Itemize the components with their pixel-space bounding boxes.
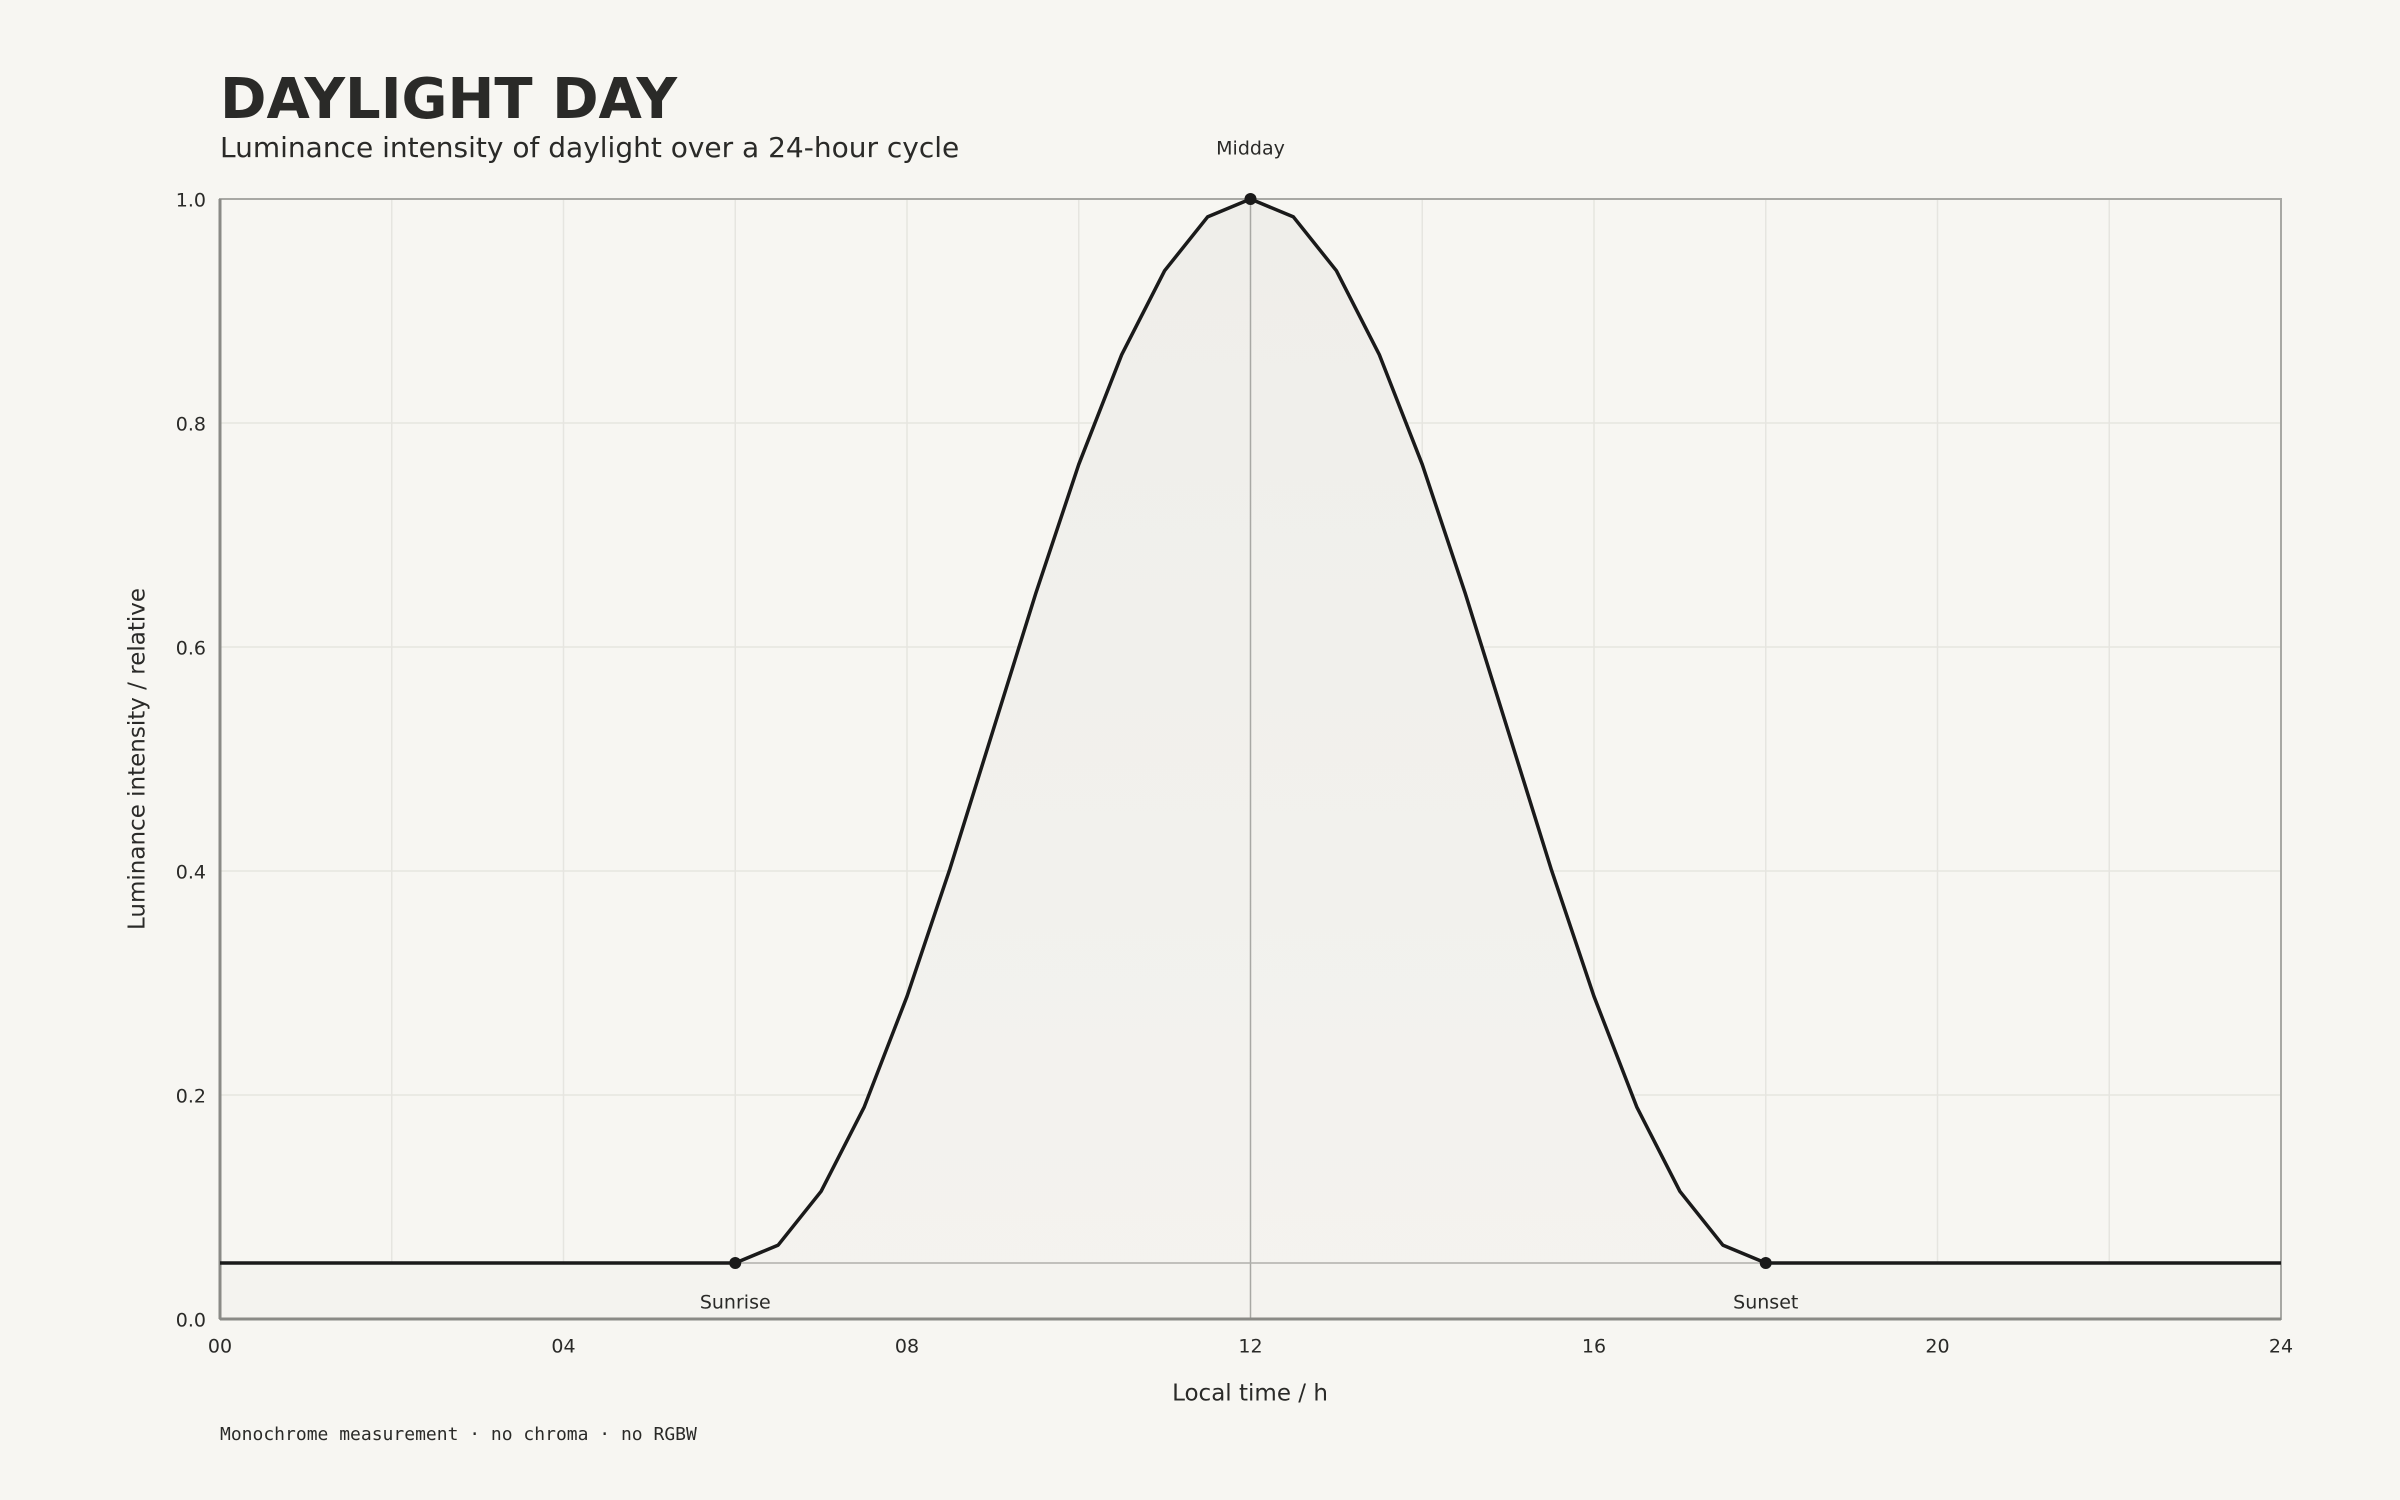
y-tick-label: 0.4 xyxy=(176,862,206,884)
footnote: Monochrome measurement · no chroma · no … xyxy=(220,1424,697,1445)
annotation-point xyxy=(729,1257,742,1269)
x-tick-label: 16 xyxy=(1582,1336,1606,1358)
y-tick-label: 0.2 xyxy=(176,1086,206,1108)
annotation-label: Sunrise xyxy=(700,1292,771,1314)
chart-title: DAYLIGHT DAY xyxy=(220,67,679,132)
y-tick-label: 0.6 xyxy=(176,638,206,660)
y-tick-label: 1.0 xyxy=(176,190,206,212)
y-axis-label: Luminance intensity / relative xyxy=(125,588,151,930)
annotation-point xyxy=(1759,1257,1772,1269)
x-tick-label: 24 xyxy=(2269,1336,2293,1358)
x-tick-label: 08 xyxy=(895,1336,919,1358)
x-tick-label: 04 xyxy=(551,1336,575,1358)
x-axis-label: Local time / h xyxy=(1172,1381,1328,1407)
y-tick-label: 0.8 xyxy=(176,414,206,436)
chart-subtitle: Luminance intensity of daylight over a 2… xyxy=(220,131,959,164)
x-tick-label: 12 xyxy=(1238,1336,1262,1358)
x-tick-label: 20 xyxy=(1925,1336,1949,1358)
x-tick-label: 00 xyxy=(208,1336,232,1358)
annotation-label: Midday xyxy=(1216,138,1285,160)
annotation-point xyxy=(1244,193,1257,205)
y-tick-label: 0.0 xyxy=(176,1310,206,1332)
annotation-label: Sunset xyxy=(1733,1292,1798,1314)
